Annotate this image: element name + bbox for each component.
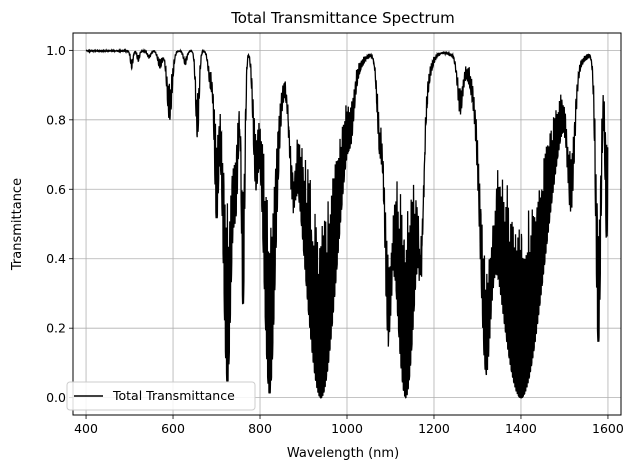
plot-area: [85, 47, 609, 399]
legend-box: [66, 381, 256, 411]
y-tick-label: 0.2: [46, 321, 66, 336]
y-tick-label: 1.0: [46, 43, 66, 58]
x-tick-label: 600: [161, 421, 185, 436]
legend-label: Total Transmittance: [112, 388, 235, 403]
y-axis-label: Transmittance: [10, 178, 25, 271]
y-tick-label: 0.8: [46, 112, 66, 127]
x-tick-label: 1000: [331, 421, 363, 436]
y-tick-label: 0.4: [46, 251, 66, 266]
x-axis: 400 600 800 1000 1200 1400 1600: [74, 415, 624, 436]
x-tick-label: 1600: [592, 421, 624, 436]
x-tick-label: 400: [74, 421, 98, 436]
legend: Total Transmittance: [66, 381, 256, 411]
x-tick-label: 1400: [505, 421, 537, 436]
chart-title: Total Transmittance Spectrum: [230, 9, 455, 27]
series-line-total-transmittance: [85, 47, 609, 399]
x-tick-label: 1200: [418, 421, 450, 436]
x-axis-label: Wavelength (nm): [287, 446, 399, 461]
y-axis: 0.0 0.2 0.4 0.6 0.8 1.0: [46, 43, 73, 405]
x-tick-label: 800: [248, 421, 272, 436]
y-tick-label: 0.6: [46, 182, 66, 197]
y-tick-label: 0.0: [46, 390, 66, 405]
